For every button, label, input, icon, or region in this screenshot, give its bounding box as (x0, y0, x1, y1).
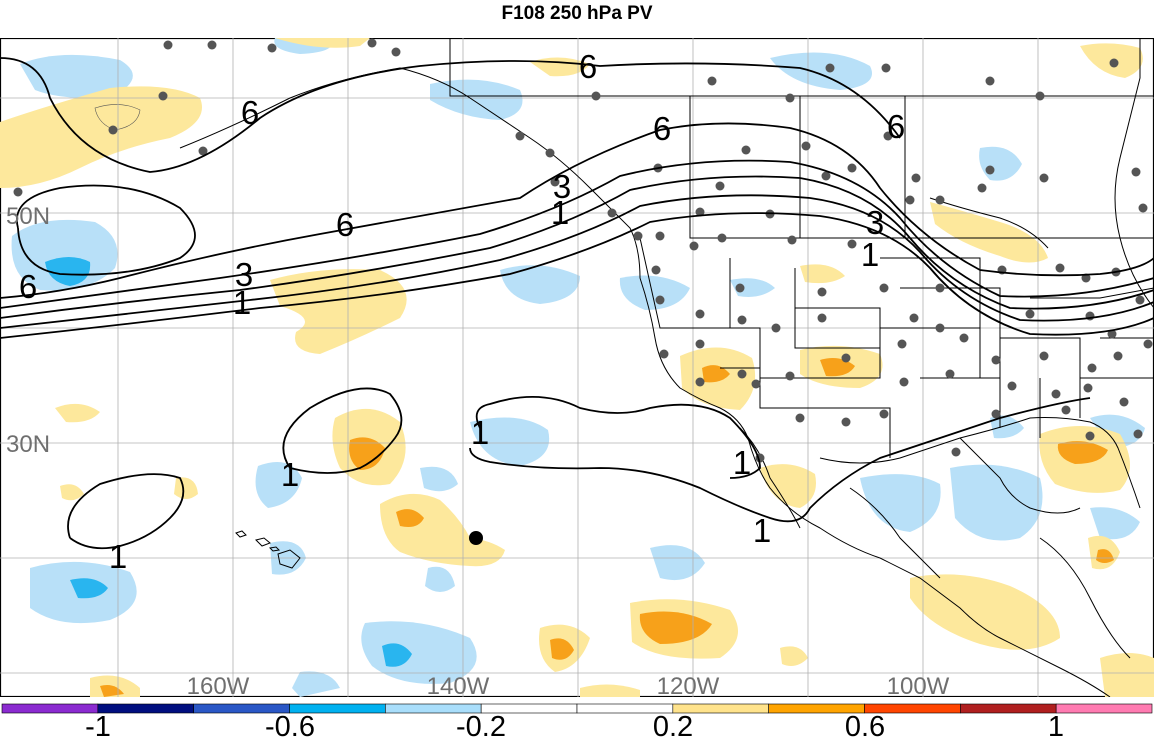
contour-label: 1 (551, 194, 569, 231)
colorbar-tick-label: -1 (85, 711, 111, 739)
contour-label: 1 (753, 512, 771, 549)
contour-label: 6 (241, 94, 259, 131)
contour-label: 1 (281, 456, 299, 493)
pv-map: 6 6 6 6 6 6 3 3 3 1 1 1 1 1 1 1 1 50N 30… (0, 38, 1154, 697)
station-dots (13, 38, 1153, 463)
colorbar-tick-label: 0.6 (845, 711, 885, 739)
colorbar: -1 -0.6 -0.2 0.2 0.6 1 (1, 703, 1153, 739)
colorbar-swatch (960, 703, 1057, 714)
colorbar-tick-label: -0.6 (265, 711, 315, 739)
colorbar-ticks: -1 -0.6 -0.2 0.2 0.6 1 (85, 711, 1064, 739)
colorbar-tick-label: 1 (1048, 711, 1064, 739)
contour-label: 3 (866, 204, 884, 241)
latitude-label: 30N (6, 431, 50, 458)
colorbar-swatch (1, 703, 99, 714)
contour-label: 1 (471, 414, 489, 451)
chart-title: F108 250 hPa PV (501, 3, 653, 24)
contour-label: 6 (653, 110, 671, 147)
contour-label: 6 (19, 268, 37, 305)
contour-label: 1 (733, 444, 751, 481)
contour-label: 1 (861, 236, 879, 273)
colorbar-swatch (1055, 703, 1153, 714)
contour-label: 1 (233, 284, 251, 321)
marker-dot (469, 531, 483, 545)
contour-label: 1 (109, 538, 127, 575)
longitude-label: 140W (427, 673, 490, 697)
contour-label: 6 (887, 108, 905, 145)
colorbar-swatch (97, 703, 194, 714)
negative-anomaly-areas (11, 38, 1145, 697)
contour-label: 6 (336, 206, 354, 243)
colorbar-swatches (1, 703, 1153, 714)
longitude-label: 160W (187, 673, 250, 697)
hawaiian-islands (235, 530, 301, 569)
colorbar-tick-label: -0.2 (456, 711, 506, 739)
longitude-label: 120W (657, 673, 720, 697)
contour-label: 3 (553, 168, 571, 205)
coordinate-labels: 50N 30N 160W 140W 120W 100W (6, 203, 950, 697)
longitude-label: 100W (887, 673, 950, 697)
latitude-label: 50N (6, 203, 50, 230)
pv-contours (0, 57, 1154, 550)
colorbar-tick-label: 0.2 (653, 711, 693, 739)
contour-label: 6 (579, 48, 597, 85)
contour-label: 3 (235, 256, 253, 293)
contour-labels: 6 6 6 6 6 6 3 3 3 1 1 1 1 1 1 1 1 (19, 48, 905, 575)
